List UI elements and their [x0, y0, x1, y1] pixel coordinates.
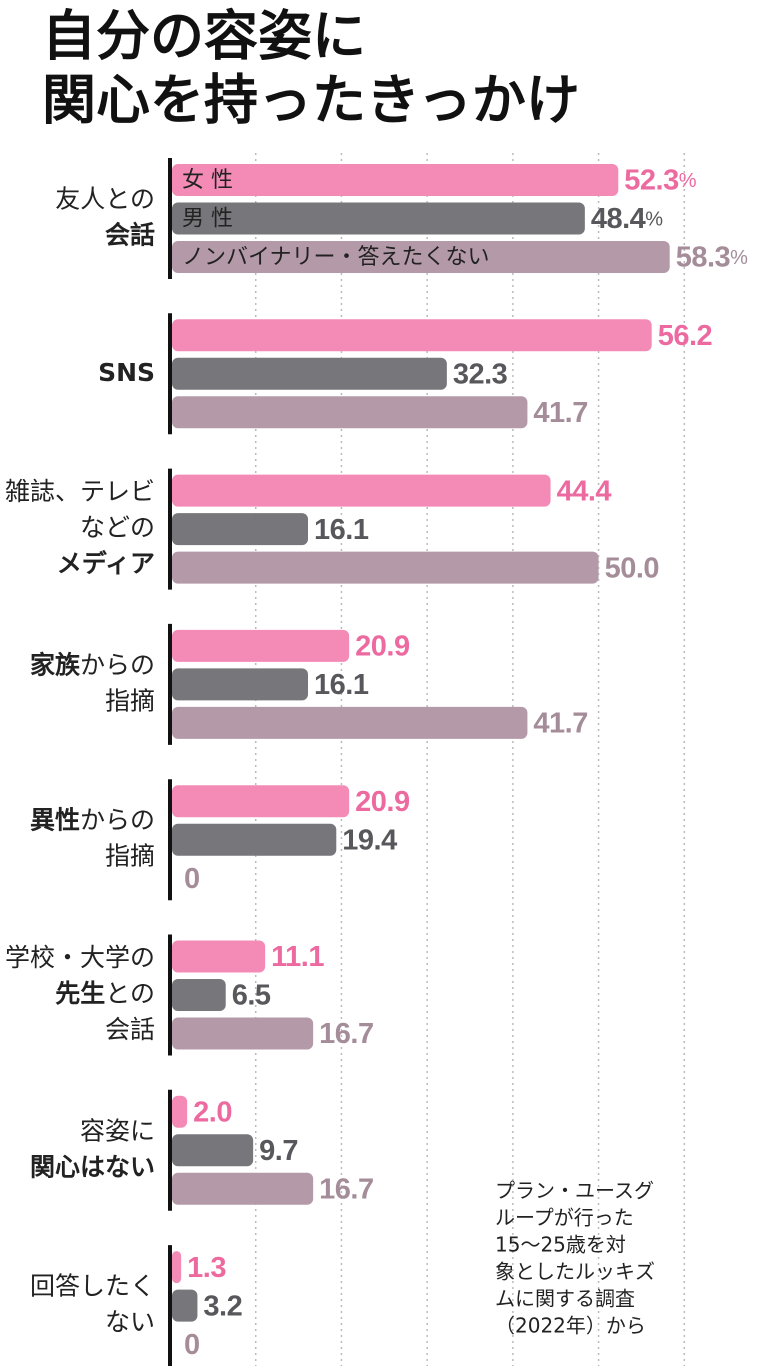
value-label: 41.7	[533, 708, 587, 740]
value-label: 6.5	[232, 980, 271, 1012]
bar	[172, 164, 619, 196]
value-label: 0	[184, 863, 200, 895]
note: 15～25歳を対	[495, 1233, 626, 1257]
note: ムに関する調査	[495, 1287, 635, 1311]
category-label: 雑誌、テレビ	[5, 477, 155, 506]
category-label: 会話	[105, 221, 155, 250]
category-label: 家族からの	[30, 650, 155, 679]
bar	[172, 1251, 182, 1284]
note: プラン・ユースグ	[495, 1179, 654, 1203]
category-label-part: からの	[80, 806, 155, 835]
category-label-part: 異性	[30, 806, 80, 835]
category-label: 関心はない	[30, 1152, 155, 1181]
category-label-part: などの	[80, 513, 155, 542]
bar	[172, 1172, 314, 1205]
value-label: 32.3	[453, 358, 508, 390]
bar	[172, 319, 652, 352]
value-label: 19.4	[342, 824, 397, 856]
category-label-part: 関心はない	[30, 1152, 155, 1181]
value-label: 50.0	[605, 552, 659, 584]
bar	[172, 1289, 198, 1322]
category-label-part: 家族	[30, 650, 81, 679]
value-label: 20.9	[355, 631, 410, 663]
note: （2022年）から	[495, 1314, 646, 1338]
bar	[172, 1134, 254, 1167]
bar	[172, 357, 447, 390]
category-label-part: ない	[105, 1308, 155, 1337]
category-label: 指摘	[105, 686, 155, 715]
category-label-part: 学校・大学の	[5, 943, 155, 972]
category-label: 先生との	[55, 979, 155, 1008]
legend-label: ノンバイナリー・答えたくない	[182, 245, 490, 270]
category-label: 指摘	[105, 842, 155, 871]
category-label-part: 容姿に	[80, 1116, 155, 1145]
value-label: 2.0	[193, 1096, 232, 1128]
category-label-part: からの	[80, 650, 155, 679]
value-label: 0	[184, 1329, 200, 1361]
value-label: 20.9	[355, 786, 410, 818]
bar	[172, 979, 226, 1011]
bar	[172, 940, 266, 973]
category-label: などの	[80, 513, 155, 542]
category-label: ない	[105, 1308, 155, 1337]
category-label-part: 会話	[105, 221, 155, 250]
note: ループが行った	[495, 1206, 634, 1230]
category-label: 回答したく	[30, 1272, 155, 1301]
category-label: 学校・大学の	[5, 943, 155, 972]
value-label: 16.7	[319, 1173, 373, 1205]
bar	[172, 241, 670, 273]
value-label: 41.7	[533, 397, 587, 429]
bar	[172, 706, 528, 739]
bar	[172, 396, 528, 429]
bar	[172, 785, 350, 818]
bar	[172, 629, 350, 662]
bar	[172, 513, 308, 546]
bar	[172, 474, 551, 507]
category-label-part: 先生	[55, 979, 105, 1008]
category-label-part: との	[105, 979, 155, 1008]
value-label: 11.1	[271, 941, 324, 973]
value-label: 1.3	[187, 1252, 226, 1284]
value-label: 16.1	[314, 669, 369, 701]
value-label: 58.3%	[676, 242, 748, 274]
value-label: 56.2	[658, 320, 712, 352]
category-label-part: 友人との	[55, 185, 155, 214]
category-label-part: 回答したく	[30, 1272, 155, 1301]
category-label: 異性からの	[30, 806, 155, 835]
value-label: 48.4%	[591, 203, 663, 235]
value-label: 44.4	[557, 475, 612, 507]
category-label-part: 指摘	[105, 686, 155, 715]
value-label: 16.7	[319, 1018, 373, 1050]
category-label-part: SNS	[98, 358, 155, 387]
category-label: メディア	[57, 549, 155, 578]
legend-label: 男 性	[182, 207, 233, 232]
note: 象としたルッキズ	[495, 1260, 655, 1284]
chart-title: 関心を持ったきっかけ	[42, 69, 580, 132]
value-label: 52.3%	[624, 165, 696, 197]
bar	[172, 823, 337, 856]
value-label: 9.7	[259, 1135, 298, 1167]
bar	[172, 551, 599, 584]
category-label: 友人との	[55, 185, 155, 214]
bar	[172, 668, 308, 701]
value-label: 16.1	[314, 514, 369, 546]
bar	[172, 202, 585, 235]
value-label: 3.2	[203, 1290, 242, 1322]
bar	[172, 1017, 314, 1050]
bar	[172, 1095, 188, 1128]
category-label: 容姿に	[80, 1116, 155, 1145]
chart-title: 自分の容姿に	[42, 5, 366, 68]
category-label-part: 雑誌、テレビ	[5, 477, 155, 506]
category-label: 会話	[105, 1015, 155, 1044]
legend-label: 女 性	[182, 168, 233, 193]
category-label-part: 会話	[105, 1015, 155, 1044]
category-label-part: 指摘	[105, 842, 155, 871]
category-label-part: メディア	[57, 549, 155, 578]
category-label: SNS	[98, 358, 155, 387]
